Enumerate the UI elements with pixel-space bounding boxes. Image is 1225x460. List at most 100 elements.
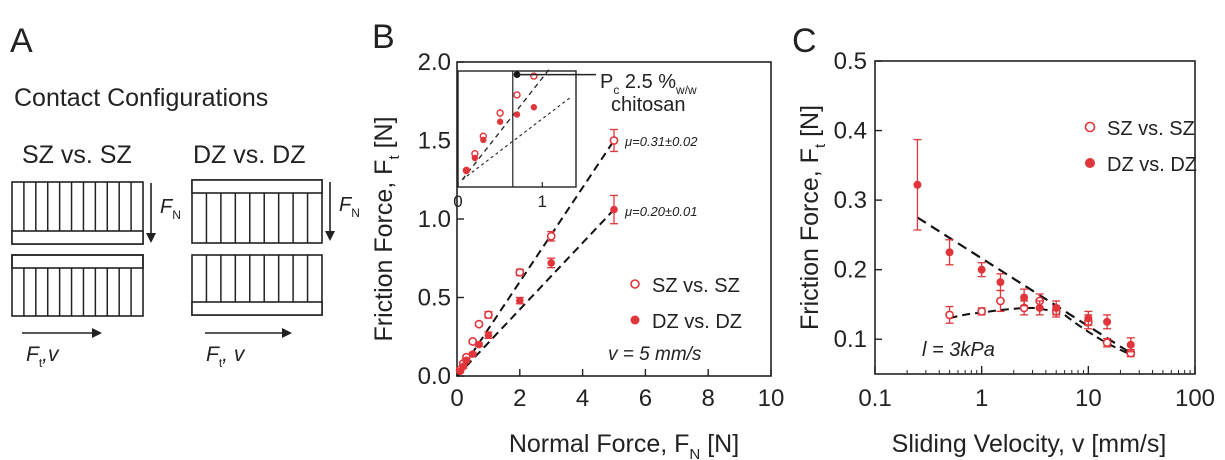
dz-fn-label: FN <box>339 194 360 220</box>
legend-sz-label: SZ vs. SZ <box>652 275 740 297</box>
dz-point <box>1126 340 1135 349</box>
inset-dz-point <box>496 118 504 125</box>
inset-frame <box>457 70 577 188</box>
dz-normal-force-arrow <box>325 182 335 241</box>
dz-point <box>1020 293 1029 302</box>
inset-x-tick-label: 0 <box>453 192 462 211</box>
y-axis-label: Friction Force, Ft [N] <box>370 116 403 341</box>
dz-point <box>459 362 468 371</box>
sz-point <box>468 337 478 346</box>
sz-point <box>474 319 484 329</box>
dz-config-label: DZ vs. DZ <box>193 141 306 169</box>
inset-x-tick-label: 1 <box>538 192 547 211</box>
x-tick-label: 10 <box>1075 385 1102 412</box>
dz-point <box>547 259 555 267</box>
dz-point <box>610 205 618 214</box>
x-axis-label: Normal Force, FN [N] <box>509 430 739 460</box>
inset-dz-point <box>463 167 470 175</box>
sz-ft-label: Ft,v <box>26 343 60 370</box>
sz-point <box>609 136 619 145</box>
dz-contact-diagram <box>191 179 323 316</box>
dz-point <box>1035 303 1044 312</box>
x-tick-label: 8 <box>702 385 715 412</box>
x-tick-label: 6 <box>639 385 652 412</box>
dz-point <box>468 350 477 358</box>
y-tick-label: 2.0 <box>418 49 451 76</box>
mu-dz-annotation: μ=0.20±0.01 <box>624 204 697 219</box>
inset-dz-point <box>480 136 487 144</box>
sz-point <box>996 296 1005 306</box>
sz-point <box>945 310 954 320</box>
sz-fit-curve <box>949 306 1132 356</box>
legend-sz-marker <box>630 279 640 289</box>
dz-fit-line <box>916 216 1132 355</box>
y-tick-label: 0.3 <box>834 187 867 214</box>
y-tick-label: 0.2 <box>834 257 867 284</box>
sz-contact-diagram <box>11 181 144 317</box>
panel-c-chart: C 0.1 1 10 100 0.1 0.2 0.3 0.4 0.5 Sliding Veloci… <box>792 22 1215 458</box>
dz-point <box>1084 314 1093 323</box>
legend-sz-label: SZ vs. SZ <box>1107 118 1195 140</box>
inset-dz-point <box>471 154 479 162</box>
y-tick-label: 0.4 <box>834 118 867 145</box>
legend-dz-label: DZ vs. DZ <box>652 311 742 333</box>
legend-dz-marker <box>630 315 640 325</box>
dz-point <box>996 278 1005 287</box>
dz-fit-line <box>456 208 615 377</box>
y-tick-label: 0.5 <box>834 48 867 75</box>
dz-point <box>1103 317 1112 326</box>
critical-label: Pc 2.5 %w/w <box>600 71 697 97</box>
pressure-annotation: l = 3kPa <box>922 339 995 361</box>
legend-sz-marker <box>1084 121 1096 133</box>
dz-point <box>1052 303 1061 312</box>
sz-point <box>483 310 493 320</box>
sz-fn-label: FN <box>160 196 181 222</box>
dz-point <box>484 331 493 339</box>
x-tick-label: 2 <box>513 385 526 412</box>
panel-a-letter: A <box>10 22 33 60</box>
inset-sz-point <box>496 109 504 117</box>
legend-dz-marker <box>1085 158 1095 168</box>
dz-ft-label: Ft, v <box>206 343 246 370</box>
inset-sz-point <box>513 91 521 99</box>
dz-point <box>945 248 954 257</box>
mu-sz-annotation: μ=0.31±0.02 <box>624 134 698 149</box>
y-axis-label: Friction Force, Ft [N] <box>796 105 829 330</box>
x-tick-label: 100 <box>1175 385 1215 412</box>
dz-point <box>913 180 922 189</box>
critical-label-line2: chitosan <box>611 94 686 116</box>
y-tick-label: 0.0 <box>418 363 451 390</box>
panel-b-letter: B <box>372 18 395 56</box>
dz-point <box>516 296 524 305</box>
dz-point <box>977 265 986 274</box>
panel-c-letter: C <box>792 22 817 60</box>
x-tick-label: 10 <box>758 385 785 412</box>
sz-point <box>977 306 987 316</box>
sz-normal-force-arrow <box>146 183 156 243</box>
y-tick-label: 1.5 <box>418 128 451 155</box>
sz-point <box>515 267 525 277</box>
x-tick-label: 4 <box>576 385 589 412</box>
sz-tangential-force-arrow <box>22 328 102 338</box>
inset-dz-point <box>530 104 538 111</box>
plot-frame <box>874 60 1196 375</box>
x-tick-label: 0.1 <box>858 385 891 412</box>
legend-dz-label: DZ vs. DZ <box>1107 154 1197 176</box>
panel-a: A Contact Configurations SZ vs. SZ DZ vs… <box>10 22 360 370</box>
x-axis-label: Sliding Velocity, v [mm/s] <box>892 430 1167 458</box>
inset-sz-fit <box>461 66 552 181</box>
dz-point <box>462 356 471 365</box>
y-tick-label: 1.0 <box>418 206 451 233</box>
x-tick-label: 1 <box>975 385 988 412</box>
velocity-annotation: v = 5 mm/s <box>608 344 702 365</box>
y-tick-label: 0.1 <box>834 326 867 353</box>
sz-config-label: SZ vs. SZ <box>22 141 132 169</box>
y-tick-label: 0.5 <box>418 285 451 312</box>
x-tick-label: 0 <box>450 385 463 412</box>
dz-point <box>475 340 483 349</box>
inset-dz-point <box>513 111 521 118</box>
inset-dz-fit <box>461 95 573 181</box>
